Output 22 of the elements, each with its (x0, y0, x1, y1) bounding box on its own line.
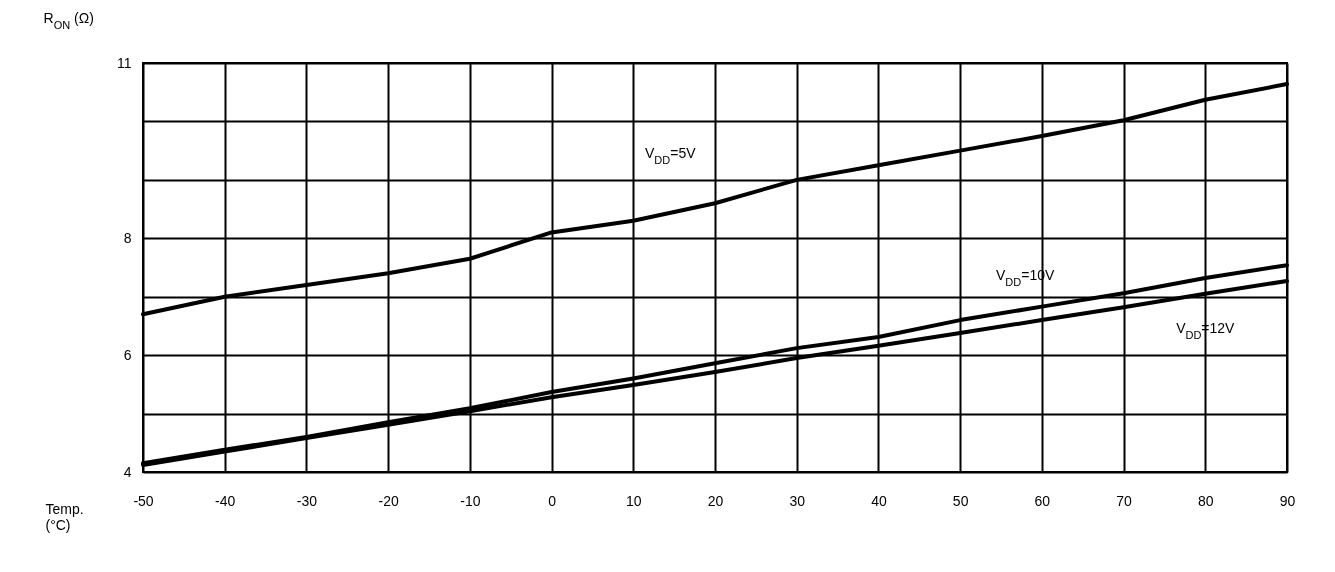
x-tick-label: -20 (378, 492, 399, 509)
y-axis-title: R$_{ON}$ (Ω) (43, 9, 94, 31)
x-tick-label: 50 (952, 492, 969, 509)
x-tick-label: 70 (1116, 492, 1133, 509)
x-tick-label: -40 (215, 492, 236, 509)
x-tick-label: -30 (296, 492, 318, 509)
x-tick-label: 10 (626, 492, 642, 509)
x-tick-label: -10 (460, 492, 481, 509)
y-tick-label: 6 (123, 346, 132, 363)
x-tick-label: 80 (1198, 492, 1214, 509)
x-tick-label: 90 (1279, 492, 1296, 509)
y-tick-label: 11 (116, 54, 132, 71)
x-tick-label: 40 (871, 492, 887, 509)
text: V$_{DD}$=5V (645, 144, 697, 166)
x-tick-label: 0 (548, 492, 557, 509)
x-axis-title: Temp. (°C) (45, 500, 84, 533)
y-tick-label: 8 (123, 229, 132, 246)
y-tick-label: 4 (123, 463, 132, 480)
x-tick-label: 60 (1034, 492, 1051, 509)
x-tick-label: -50 (133, 492, 154, 509)
x-tick-label: 20 (707, 492, 724, 509)
x-tick-label: 30 (789, 492, 806, 509)
